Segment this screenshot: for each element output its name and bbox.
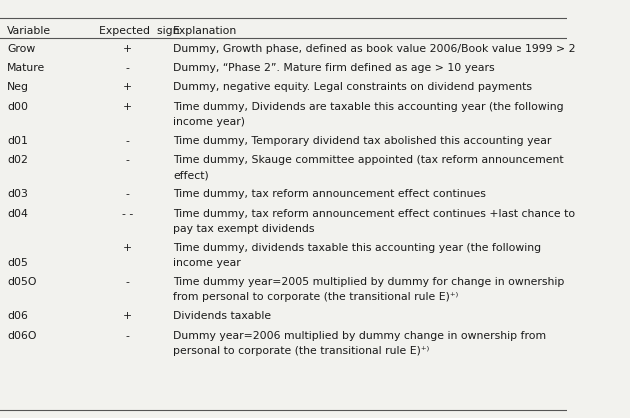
Text: Dummy, negative equity. Legal constraints on dividend payments: Dummy, negative equity. Legal constraint… <box>173 82 532 92</box>
Text: -: - <box>125 136 130 146</box>
Text: Time dummy, dividends taxable this accounting year (the following: Time dummy, dividends taxable this accou… <box>173 243 541 253</box>
Text: income year): income year) <box>173 117 245 127</box>
Text: +: + <box>123 82 132 92</box>
Text: Time dummy year=2005 multiplied by dummy for change in ownership: Time dummy year=2005 multiplied by dummy… <box>173 277 564 287</box>
Text: Time dummy, tax reform announcement effect continues +last chance to: Time dummy, tax reform announcement effe… <box>173 209 575 219</box>
Text: Expected  sign: Expected sign <box>99 26 180 36</box>
Text: d01: d01 <box>8 136 28 146</box>
Text: -: - <box>125 63 130 73</box>
Text: d06O: d06O <box>8 331 37 341</box>
Text: Time dummy, tax reform announcement effect continues: Time dummy, tax reform announcement effe… <box>173 189 486 199</box>
Text: -: - <box>125 155 130 165</box>
Text: - -: - - <box>122 209 133 219</box>
Text: Explanation: Explanation <box>173 26 237 36</box>
Text: d05: d05 <box>8 258 28 268</box>
Text: Dummy, “Phase 2”. Mature firm defined as age > 10 years: Dummy, “Phase 2”. Mature firm defined as… <box>173 63 495 73</box>
Text: Dividends taxable: Dividends taxable <box>173 311 271 321</box>
Text: Dummy, Growth phase, defined as book value 2006/Book value 1999 > 2: Dummy, Growth phase, defined as book val… <box>173 44 575 54</box>
Text: +: + <box>123 102 132 112</box>
Text: d03: d03 <box>8 189 28 199</box>
Text: Dummy year=2006 multiplied by dummy change in ownership from: Dummy year=2006 multiplied by dummy chan… <box>173 331 546 341</box>
Text: Time dummy, Temporary dividend tax abolished this accounting year: Time dummy, Temporary dividend tax aboli… <box>173 136 551 146</box>
Text: income year: income year <box>173 258 241 268</box>
Text: -: - <box>125 331 130 341</box>
Text: d06: d06 <box>8 311 28 321</box>
Text: +: + <box>123 44 132 54</box>
Text: -: - <box>125 189 130 199</box>
Text: Mature: Mature <box>8 63 45 73</box>
Text: Grow: Grow <box>8 44 36 54</box>
Text: Time dummy, Skauge committee appointed (tax reform announcement: Time dummy, Skauge committee appointed (… <box>173 155 563 165</box>
Text: d05O: d05O <box>8 277 37 287</box>
Text: +: + <box>123 243 132 253</box>
Text: personal to corporate (the transitional rule E)⁺⁾: personal to corporate (the transitional … <box>173 346 429 356</box>
Text: +: + <box>123 311 132 321</box>
Text: d04: d04 <box>8 209 28 219</box>
Text: pay tax exempt dividends: pay tax exempt dividends <box>173 224 314 234</box>
Text: Time dummy, Dividends are taxable this accounting year (the following: Time dummy, Dividends are taxable this a… <box>173 102 563 112</box>
Text: d02: d02 <box>8 155 28 165</box>
Text: effect): effect) <box>173 170 209 180</box>
Text: from personal to corporate (the transitional rule E)⁺⁾: from personal to corporate (the transiti… <box>173 292 458 302</box>
Text: Variable: Variable <box>8 26 52 36</box>
Text: d00: d00 <box>8 102 28 112</box>
Text: Neg: Neg <box>8 82 30 92</box>
Text: -: - <box>125 277 130 287</box>
